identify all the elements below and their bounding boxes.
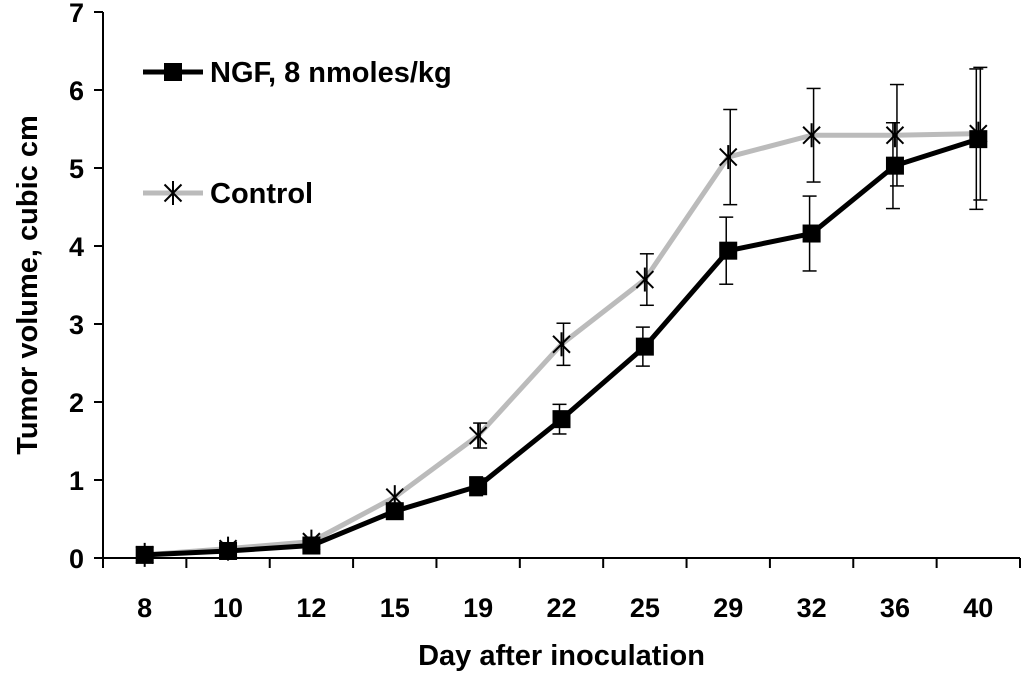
series-control: [135, 66, 988, 567]
x-tick-label: 8: [137, 593, 152, 623]
data-point-control: [635, 267, 655, 292]
legend-item-control: Control: [143, 178, 313, 210]
x-tick-label: 40: [963, 593, 993, 623]
data-point-ngf: [469, 477, 488, 496]
x-tick-label: 10: [213, 593, 243, 623]
legend-item-ngf: NGF, 8 nmoles/kg: [143, 57, 452, 89]
data-point-ngf: [719, 241, 738, 260]
x-tick-label: 29: [713, 593, 743, 623]
data-point-ngf: [885, 156, 904, 175]
legend-marker-control: [163, 181, 183, 205]
y-tick-label: 5: [69, 154, 84, 184]
legend-marker-ngf: [164, 63, 182, 81]
data-point-control: [468, 423, 488, 448]
y-tick-label: 1: [69, 466, 84, 496]
data-point-control: [802, 123, 821, 148]
y-tick-label: 4: [69, 232, 84, 262]
x-tick-label: 32: [797, 593, 827, 623]
data-point-ngf: [302, 536, 321, 555]
data-point-ngf: [635, 337, 654, 356]
x-tick-label: 12: [296, 593, 326, 623]
data-point-ngf: [552, 410, 571, 429]
x-tick-label: 19: [463, 593, 493, 623]
x-tick-label: 22: [546, 593, 576, 623]
data-point-control: [552, 332, 571, 357]
data-point-ngf: [802, 224, 821, 243]
data-point-ngf: [219, 541, 238, 560]
data-point-ngf: [135, 545, 154, 564]
legend-label-ngf: NGF, 8 nmoles/kg: [210, 57, 452, 89]
plot-area: [135, 66, 988, 567]
y-tick-label: 3: [69, 310, 84, 340]
error-bar-control: [473, 422, 488, 449]
data-point-ngf: [385, 502, 404, 521]
error-bar-control: [639, 253, 654, 307]
error-bar-control: [556, 322, 571, 367]
data-point-control: [719, 145, 738, 170]
series-ngf: [135, 68, 988, 564]
error-bar-control: [806, 87, 821, 183]
y-tick-label: 6: [69, 76, 84, 106]
data-point-control: [885, 123, 905, 148]
y-tick-label: 0: [69, 544, 84, 574]
legend: NGF, 8 nmoles/kg Control: [143, 57, 452, 210]
y-axis-title: Tumor volume, cubic cm: [12, 115, 44, 454]
y-tick-label: 7: [69, 0, 84, 28]
y-tick-label: 2: [69, 388, 84, 418]
x-tick-label: 25: [630, 593, 660, 623]
x-tick-label: 36: [880, 593, 910, 623]
error-bar-control: [723, 108, 738, 206]
x-axis-title: Day after inoculation: [418, 640, 705, 672]
data-point-ngf: [969, 130, 988, 149]
legend-label-control: Control: [210, 178, 313, 210]
x-tick-label: 15: [380, 593, 410, 623]
